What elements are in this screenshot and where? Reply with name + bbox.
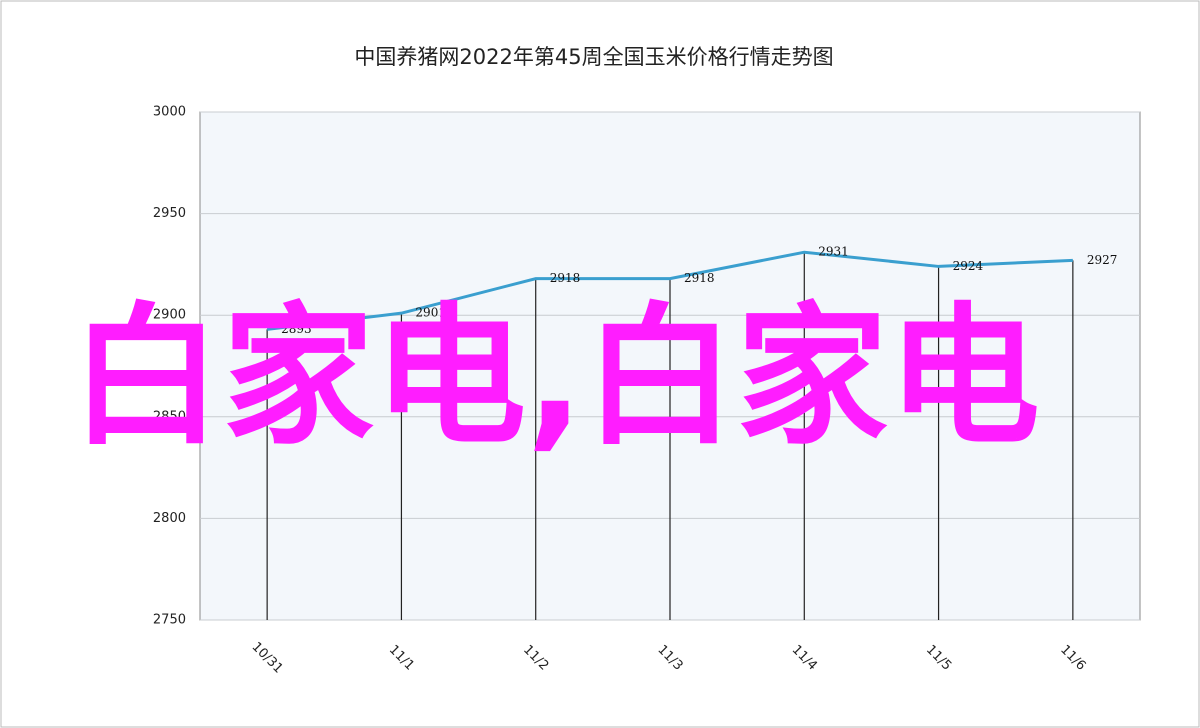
data-label: 2918 (684, 271, 715, 285)
data-label: 2931 (818, 245, 849, 259)
data-label: 2927 (1087, 253, 1118, 267)
y-tick-label: 2900 (153, 308, 186, 323)
chart-title: 中国养猪网2022年第45周全国玉米价格行情走势图 (354, 45, 833, 69)
y-tick-label: 2850 (153, 409, 186, 424)
y-tick-label: 3000 (153, 105, 186, 120)
overlay-text: 白家电,白家电 (70, 289, 1040, 466)
data-label: 2901 (415, 306, 446, 320)
data-label: 2893 (281, 322, 312, 336)
data-label: 2924 (953, 259, 984, 273)
y-tick-label: 2950 (153, 206, 186, 221)
data-label: 2918 (550, 271, 581, 285)
line (266, 250, 1073, 331)
y-tick-label: 2800 (153, 511, 186, 526)
y-tick-label: 2750 (153, 613, 186, 628)
